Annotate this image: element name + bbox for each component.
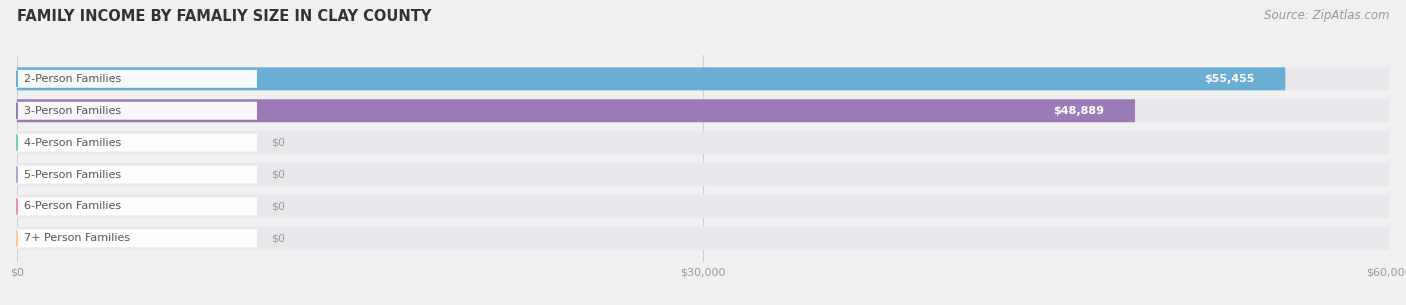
FancyBboxPatch shape <box>1173 72 1285 86</box>
Text: $0: $0 <box>271 138 285 148</box>
Text: $0: $0 <box>271 170 285 180</box>
Text: 2-Person Families: 2-Person Families <box>24 74 121 84</box>
Text: FAMILY INCOME BY FAMALIY SIZE IN CLAY COUNTY: FAMILY INCOME BY FAMALIY SIZE IN CLAY CO… <box>17 9 432 24</box>
Text: 7+ Person Families: 7+ Person Families <box>24 233 129 243</box>
FancyBboxPatch shape <box>17 166 257 184</box>
Text: 5-Person Families: 5-Person Families <box>24 170 121 180</box>
Text: Source: ZipAtlas.com: Source: ZipAtlas.com <box>1264 9 1389 22</box>
Text: 3-Person Families: 3-Person Families <box>24 106 121 116</box>
FancyBboxPatch shape <box>17 99 1135 122</box>
FancyBboxPatch shape <box>17 227 1389 250</box>
Text: 4-Person Families: 4-Person Families <box>24 138 121 148</box>
FancyBboxPatch shape <box>1022 104 1135 118</box>
Text: $55,455: $55,455 <box>1204 74 1254 84</box>
FancyBboxPatch shape <box>17 99 1389 122</box>
FancyBboxPatch shape <box>17 70 257 88</box>
FancyBboxPatch shape <box>17 134 257 152</box>
FancyBboxPatch shape <box>17 195 1389 218</box>
FancyBboxPatch shape <box>17 67 1389 90</box>
FancyBboxPatch shape <box>17 102 257 120</box>
FancyBboxPatch shape <box>17 131 1389 154</box>
FancyBboxPatch shape <box>17 198 257 215</box>
Text: $48,889: $48,889 <box>1053 106 1104 116</box>
FancyBboxPatch shape <box>17 229 257 247</box>
FancyBboxPatch shape <box>17 163 1389 186</box>
Text: $0: $0 <box>271 202 285 211</box>
Text: $0: $0 <box>271 233 285 243</box>
FancyBboxPatch shape <box>17 67 1285 90</box>
Text: 6-Person Families: 6-Person Families <box>24 202 121 211</box>
